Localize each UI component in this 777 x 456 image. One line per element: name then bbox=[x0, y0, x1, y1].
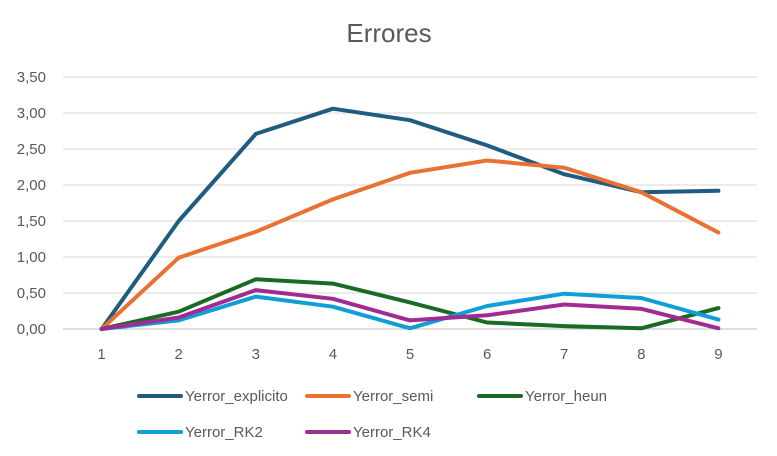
x-tick-label: 2 bbox=[174, 346, 182, 363]
y-tick-label: 2,50 bbox=[17, 141, 46, 158]
legend-label: Yerror_RK4 bbox=[353, 424, 431, 441]
x-tick-label: 7 bbox=[560, 346, 568, 363]
y-tick-label: 3,00 bbox=[17, 105, 46, 122]
grid bbox=[63, 76, 757, 294]
legend: Yerror_explicito Yerror_semi Yerror_heun Ye… bbox=[137, 388, 607, 441]
legend-label: Yerror_explicito bbox=[185, 388, 288, 405]
legend-item: Yerror_RK2 bbox=[137, 424, 263, 441]
series-line-yerror-heun bbox=[99, 277, 721, 331]
legend-item: Yerror_semi bbox=[305, 388, 433, 405]
y-axis: 0,00 0,50 1,00 1,50 2,00 2,50 3,00 3,50 bbox=[17, 69, 46, 338]
y-tick-label: 1,50 bbox=[17, 213, 46, 230]
x-tick-label: 3 bbox=[252, 346, 260, 363]
series-line-yerror-semi bbox=[99, 158, 721, 331]
series-line-yerror-rk4 bbox=[99, 288, 721, 331]
legend-item: Yerror_explicito bbox=[137, 388, 288, 405]
legend-label: Yerror_RK2 bbox=[185, 424, 263, 441]
series-line-yerror-rk2 bbox=[99, 291, 721, 331]
y-tick-label: 0,00 bbox=[17, 321, 46, 338]
y-tick-label: 0,50 bbox=[17, 285, 46, 302]
legend-label: Yerror_semi bbox=[353, 388, 433, 405]
x-tick-label: 1 bbox=[97, 346, 105, 363]
x-tick-label: 9 bbox=[714, 346, 722, 363]
legend-item: Yerror_RK4 bbox=[305, 424, 431, 441]
chart-title: Errores bbox=[346, 18, 431, 48]
y-tick-label: 2,00 bbox=[17, 177, 46, 194]
x-tick-label: 8 bbox=[637, 346, 645, 363]
x-axis: 1 2 3 4 5 6 7 8 9 bbox=[63, 328, 757, 363]
x-tick-label: 4 bbox=[329, 346, 337, 363]
legend-label: Yerror_heun bbox=[525, 388, 607, 405]
legend-item: Yerror_heun bbox=[477, 388, 607, 405]
plot-area bbox=[99, 106, 721, 331]
series-line-yerror-explicito bbox=[99, 106, 721, 331]
y-tick-label: 3,50 bbox=[17, 69, 46, 86]
x-tick-label: 6 bbox=[483, 346, 491, 363]
x-tick-label: 5 bbox=[406, 346, 414, 363]
y-tick-label: 1,00 bbox=[17, 249, 46, 266]
